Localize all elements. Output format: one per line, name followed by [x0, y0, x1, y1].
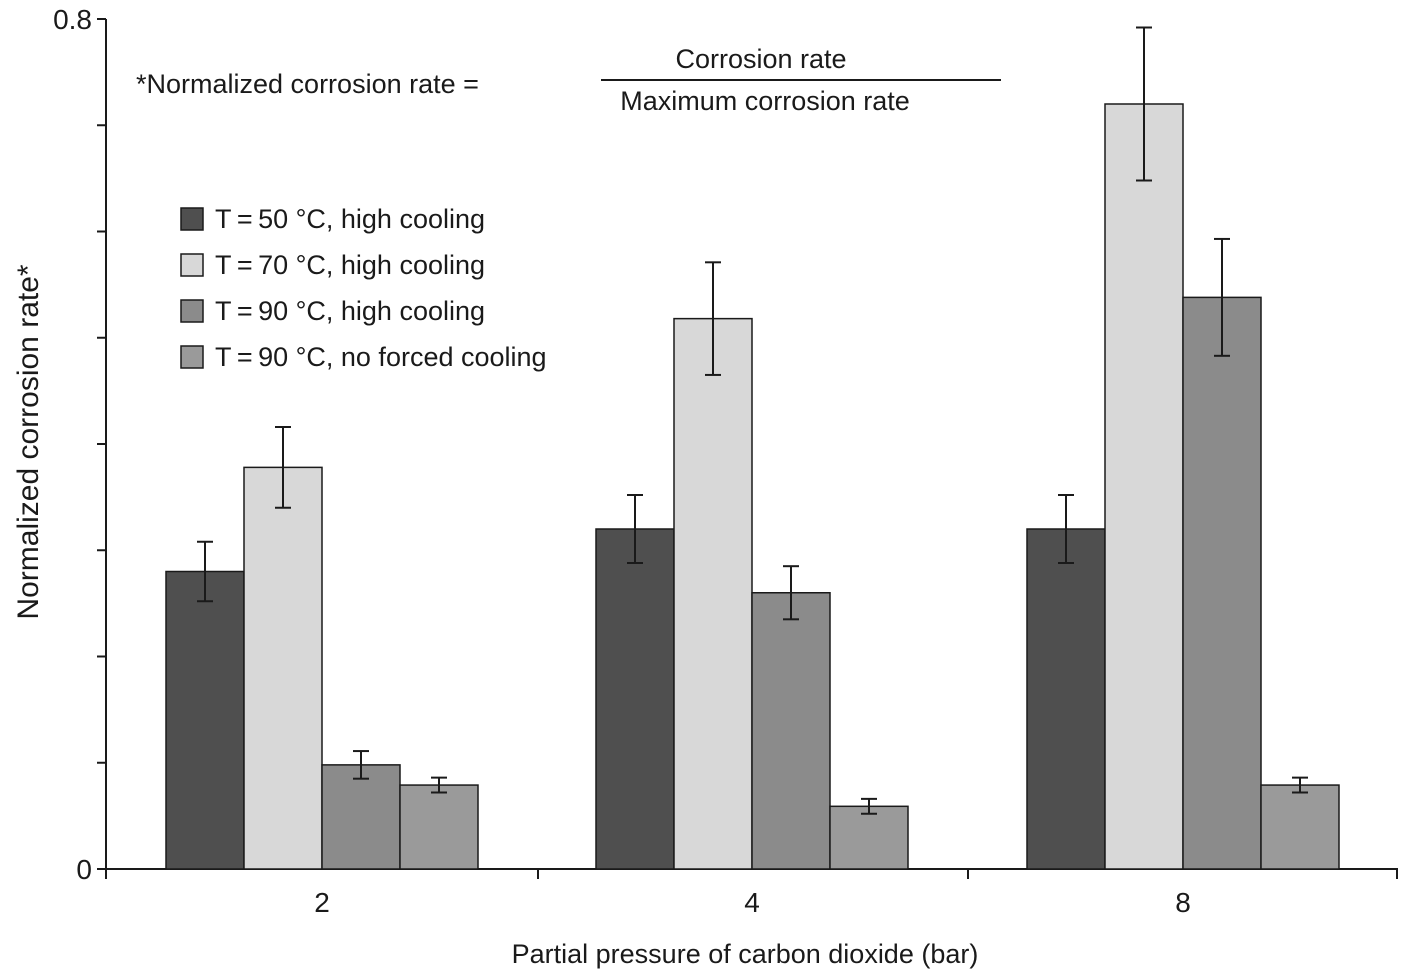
x-axis-title: Partial pressure of carbon dioxide (bar)	[512, 939, 979, 969]
formula-denominator: Maximum corrosion rate	[620, 86, 910, 116]
bar	[165, 570, 245, 870]
legend: T = 50 °C, high cooling T = 70 °C, high c…	[180, 204, 547, 372]
x-tick-label: 4	[744, 887, 760, 918]
formula-numerator: Corrosion rate	[675, 44, 846, 74]
formula-label: *Normalized corrosion rate =	[136, 69, 479, 99]
legend-swatch	[180, 345, 204, 369]
legend-swatch	[180, 299, 204, 323]
bars-group	[165, 103, 1340, 870]
legend-label: T = 90 °C, no forced cooling	[215, 342, 547, 372]
bar	[1260, 784, 1340, 870]
legend-label: T = 70 °C, high cooling	[215, 250, 485, 280]
legend-label: T = 90 °C, high cooling	[215, 296, 485, 326]
bar	[751, 592, 831, 870]
y-tick-label: 0	[76, 854, 92, 885]
bar	[595, 528, 675, 870]
formula-annotation: *Normalized corrosion rate = Corrosion r…	[136, 44, 1001, 116]
bar	[829, 805, 909, 870]
y-axis-title: Normalized corrosion rate*	[12, 264, 45, 619]
error-bars-group	[197, 26, 1308, 815]
bar	[243, 466, 323, 870]
legend-swatch	[180, 253, 204, 277]
bar	[1182, 296, 1262, 870]
legend-swatch	[180, 207, 204, 231]
bar	[1026, 528, 1106, 870]
x-tick-label: 2	[314, 887, 330, 918]
bar	[321, 764, 401, 870]
x-tick-label: 8	[1175, 887, 1191, 918]
bar	[673, 317, 753, 870]
y-tick-label: 0.8	[53, 4, 92, 35]
bar	[1104, 103, 1184, 870]
bar	[399, 784, 479, 870]
legend-label: T = 50 °C, high cooling	[215, 204, 485, 234]
